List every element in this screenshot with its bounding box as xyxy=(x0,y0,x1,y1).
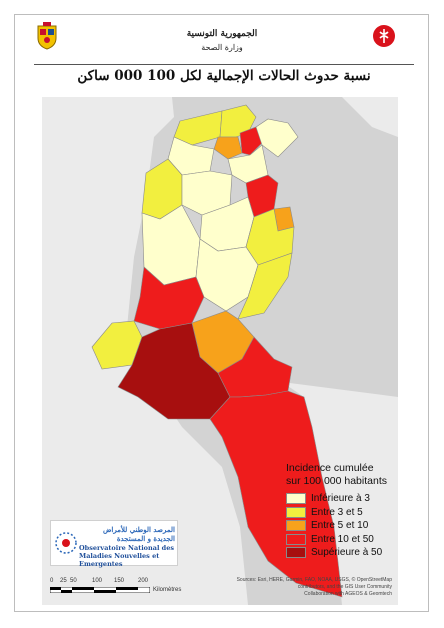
legend-swatch xyxy=(286,547,306,559)
sources-line1: Sources: Esri, HERE, Garmin, FAO, NOAA, … xyxy=(236,577,392,583)
governorate-jendouba xyxy=(173,110,223,146)
scale-unit: Kilomètres xyxy=(153,587,182,593)
ministry-name: وزارة الصحة xyxy=(201,43,243,52)
scale-tick-label: 100 xyxy=(92,578,103,584)
legend-label: Entre 10 et 50 xyxy=(311,533,374,545)
map-legend: Incidence cumulée sur 100 000 habitants … xyxy=(286,462,394,560)
legend-item: Entre 3 et 5 xyxy=(286,506,394,520)
legend-label: Entre 5 et 10 xyxy=(311,520,369,532)
legend-item: Entre 5 et 10 xyxy=(286,519,394,533)
tunisia-coat-of-arms-icon xyxy=(36,22,58,50)
legend-title-line2: sur 100 000 habitants xyxy=(286,475,387,487)
governorate-gafsa xyxy=(133,266,205,330)
legend-item: Entre 10 et 50 xyxy=(286,533,394,547)
libya-territory xyxy=(282,382,398,605)
legend-item: Supérieure à 50 xyxy=(286,546,394,560)
governorate-tunis xyxy=(239,126,263,156)
legend-swatch xyxy=(286,520,306,532)
country-name: الجمهورية التونسية xyxy=(186,29,258,39)
governorate-sfax xyxy=(237,252,293,320)
logo-french-line2: Maladies Nouvelles et Emergentes xyxy=(79,552,160,568)
map-title: نسبة حدوث الحالات الإجمالية لكل 100 000 … xyxy=(77,68,371,84)
logo-arabic-line2: الجديدة و المستجدة xyxy=(116,534,175,543)
legend-swatch xyxy=(286,493,306,505)
legend-label: Entre 3 et 5 xyxy=(311,506,363,518)
legend-label: Supérieure à 50 xyxy=(311,547,383,559)
scale-tick-label: 50 xyxy=(70,578,77,584)
observatory-emblem-icon xyxy=(55,532,77,554)
logo-french-line1: Observatoire National des xyxy=(79,544,175,552)
legend-swatch xyxy=(286,506,306,518)
governorate-manouba xyxy=(213,136,243,160)
italy-coast xyxy=(342,97,398,137)
logo-arabic-line1: المرصد الوطني للأمراض xyxy=(102,525,175,534)
scale-tick-label: 25 xyxy=(60,578,67,584)
map-sources: Sources: Esri, HERE, Garmin, FAO, NOAA, … xyxy=(222,577,392,598)
scale-bar: 0 25 50 100 150 200 Kilomètres xyxy=(50,578,190,602)
legend-title-line1: Incidence cumulée xyxy=(286,462,374,474)
ministry-logo-icon xyxy=(372,24,396,48)
scale-bar-graphic xyxy=(50,587,150,593)
scale-tick-label: 0 xyxy=(50,578,54,584)
scale-tick-label: 200 xyxy=(138,578,149,584)
governorate-tataouine xyxy=(209,390,343,598)
legend-item: Inférieure à 3 xyxy=(286,492,394,506)
algeria-territory xyxy=(42,97,248,605)
onmne-logo: المرصد الوطني للأمراض الجديدة و المستجدة… xyxy=(50,520,178,568)
tunisia-incidence-map xyxy=(42,97,398,605)
scale-tick-label: 150 xyxy=(114,578,125,584)
header-rule xyxy=(34,64,414,65)
sources-line3: Collaboration with AGEOS & Geomtech xyxy=(304,591,392,597)
legend-swatch xyxy=(286,533,306,545)
sources-line2: contributors, and the GIS User Community xyxy=(297,584,392,590)
legend-label: Inférieure à 3 xyxy=(311,493,370,505)
government-header: الجمهورية التونسية وزارة الصحة xyxy=(170,28,274,54)
